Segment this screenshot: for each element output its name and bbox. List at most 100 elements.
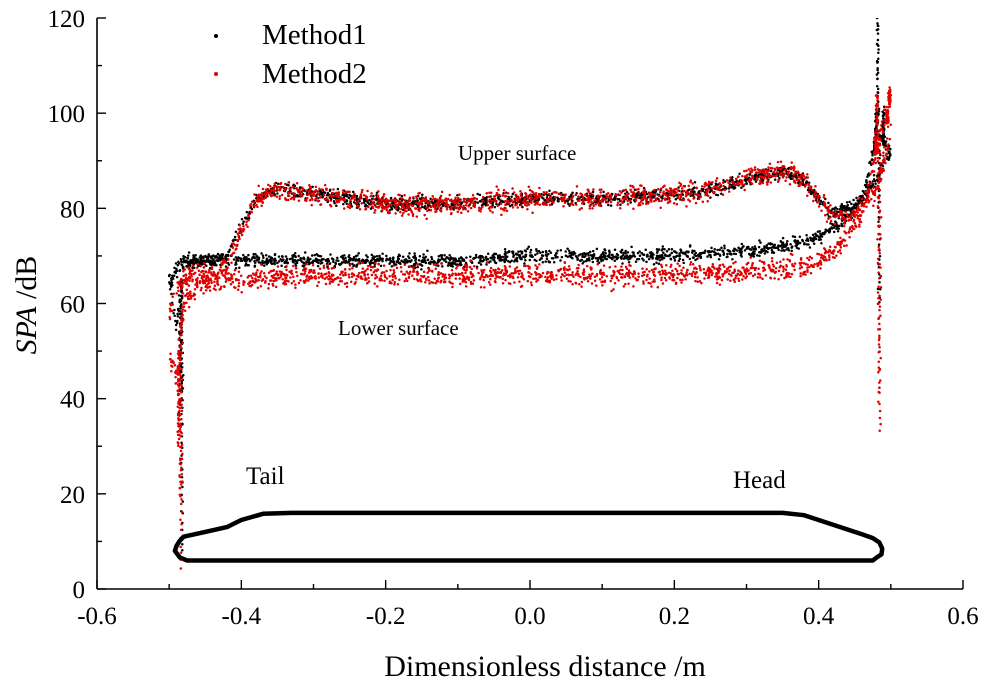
- data-point-upper: [818, 202, 822, 206]
- data-point-spike: [179, 299, 183, 303]
- data-point-lower: [609, 256, 613, 260]
- data-point-lower: [285, 257, 289, 261]
- data-point-upper: [242, 220, 245, 223]
- data-point-spike: [878, 254, 882, 258]
- data-point-upper: [806, 173, 809, 176]
- data-point-lower: [478, 255, 481, 258]
- data-point-upper: [872, 204, 875, 207]
- data-point-upper: [406, 206, 409, 209]
- data-point-upper: [495, 185, 498, 188]
- data-point-upper: [885, 137, 889, 140]
- data-point-lower: [611, 256, 615, 259]
- data-point-upper: [399, 200, 403, 204]
- data-point-upper: [834, 215, 837, 219]
- data-point-upper: [256, 195, 259, 198]
- data-point-upper: [588, 207, 592, 210]
- data-point-upper: [292, 183, 295, 187]
- data-point-upper: [577, 195, 581, 199]
- data-point-upper: [517, 195, 520, 199]
- data-point-upper: [178, 269, 182, 272]
- data-point-lower: [641, 257, 644, 260]
- data-point-upper: [280, 193, 284, 197]
- data-point-upper: [490, 199, 494, 202]
- data-point-upper: [476, 201, 480, 204]
- data-point-lower: [257, 261, 261, 264]
- data-point-upper: [398, 193, 401, 197]
- data-point-upper: [514, 193, 518, 197]
- data-point-upper: [550, 192, 554, 195]
- data-point-upper: [739, 179, 743, 182]
- data-point-upper: [599, 199, 602, 203]
- data-point-lower: [770, 248, 774, 252]
- data-point-upper: [310, 197, 313, 200]
- data-point-lower: [589, 253, 593, 257]
- data-point-upper: [827, 217, 830, 221]
- data-point-upper: [179, 287, 183, 290]
- data-point-spike: [180, 289, 184, 293]
- data-point-upper: [722, 178, 725, 182]
- data-point-lower: [733, 247, 736, 250]
- data-point-lower: [267, 282, 271, 286]
- data-point-lower: [657, 256, 660, 260]
- data-point-lower: [302, 256, 305, 260]
- data-point-upper: [741, 174, 744, 178]
- data-point-lower: [222, 285, 226, 288]
- data-point-upper: [548, 195, 552, 199]
- data-point-lower: [310, 254, 314, 257]
- data-point-lower: [385, 277, 389, 280]
- data-point-lower: [291, 254, 294, 258]
- data-point-upper: [472, 204, 475, 207]
- data-point-lower: [714, 252, 718, 256]
- data-point-upper: [562, 205, 565, 208]
- data-point-lower: [855, 202, 859, 206]
- data-point-upper: [394, 204, 398, 208]
- data-point-lower: [693, 249, 696, 253]
- data-point-spike: [182, 373, 185, 377]
- data-point-lower: [686, 250, 690, 254]
- data-point-upper: [856, 205, 860, 209]
- data-point-lower: [482, 278, 485, 282]
- data-point-upper: [870, 185, 873, 189]
- data-point-upper: [693, 180, 697, 184]
- data-point-lower: [805, 234, 808, 237]
- data-point-upper: [781, 176, 785, 179]
- data-point-upper: [705, 192, 709, 196]
- data-point-upper: [329, 194, 332, 198]
- data-point-lower: [620, 265, 623, 268]
- data-point-upper: [319, 203, 322, 207]
- data-point-lower: [521, 255, 525, 258]
- data-point-upper: [445, 208, 449, 211]
- data-point-upper: [440, 206, 443, 209]
- data-point-upper: [750, 170, 753, 174]
- data-point-lower: [632, 251, 635, 255]
- data-point-lower: [440, 253, 444, 257]
- data-point-lower: [277, 260, 281, 263]
- data-point-upper: [202, 256, 205, 260]
- data-point-lower: [374, 273, 377, 277]
- data-point-lower: [552, 261, 556, 264]
- data-point-upper: [553, 198, 556, 201]
- data-point-upper: [444, 197, 448, 200]
- data-point-upper: [643, 188, 646, 192]
- data-point-lower: [364, 258, 368, 262]
- data-point-upper: [361, 188, 364, 192]
- data-point-lower: [368, 263, 372, 266]
- data-point-lower: [663, 269, 667, 272]
- data-point-upper: [486, 200, 489, 203]
- data-point-upper: [175, 267, 178, 271]
- data-point-spike: [180, 295, 184, 299]
- data-point-upper: [270, 192, 273, 195]
- data-point-lower: [437, 271, 440, 274]
- data-point-upper: [591, 207, 594, 210]
- data-point-upper: [633, 192, 636, 195]
- data-point-upper: [829, 219, 833, 223]
- data-point-lower: [826, 229, 830, 232]
- data-point-lower: [354, 259, 357, 262]
- data-point-lower: [444, 257, 447, 261]
- data-point-upper: [575, 185, 579, 188]
- data-point-upper: [748, 172, 752, 176]
- data-point-lower: [716, 248, 719, 252]
- data-point-lower: [624, 252, 627, 255]
- data-point-upper: [519, 193, 523, 196]
- data-point-upper: [699, 195, 703, 199]
